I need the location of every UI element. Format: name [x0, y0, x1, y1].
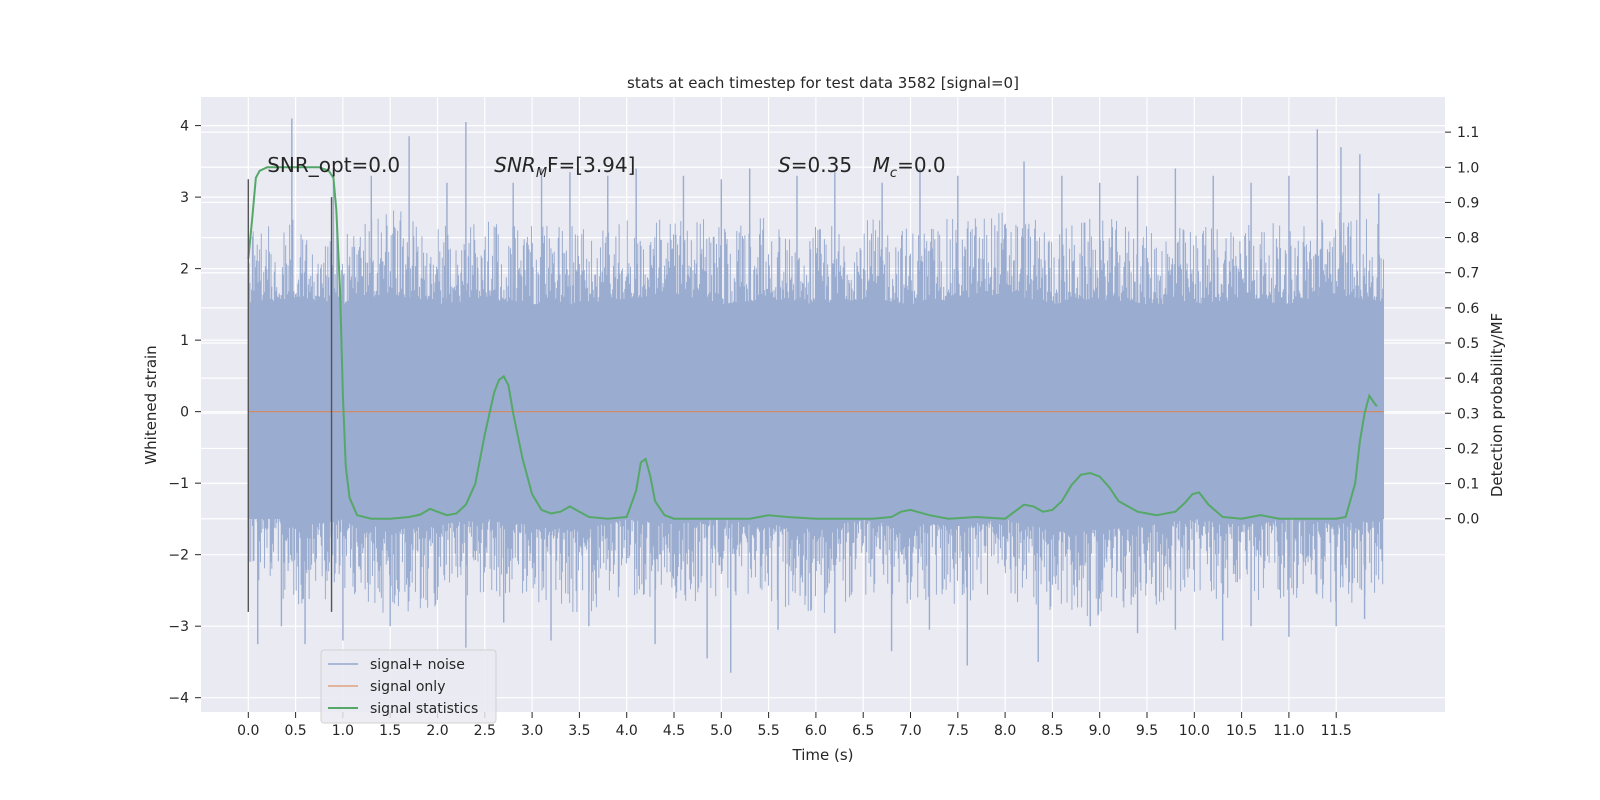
- y-left-tick-label: −3: [168, 619, 189, 635]
- y-right-tick-label: 0.3: [1457, 406, 1479, 422]
- y-right-tick-label: 0.1: [1457, 477, 1479, 493]
- x-tick-label: 8.0: [994, 723, 1016, 739]
- y-left-tick-label: 4: [180, 119, 189, 135]
- y-left-tick-label: −1: [168, 476, 189, 492]
- y-left-tick-label: 3: [180, 190, 189, 206]
- x-tick-label: 9.0: [1089, 723, 1111, 739]
- x-axis-label: Time (s): [792, 746, 854, 764]
- x-tick-label: 11.5: [1321, 723, 1352, 739]
- x-tick-label: 10.0: [1179, 723, 1210, 739]
- x-tick-label: 10.5: [1226, 723, 1257, 739]
- y-right-tick-label: 1.0: [1457, 160, 1479, 176]
- x-tick-label: 1.0: [332, 723, 354, 739]
- y-right-tick-label: 1.1: [1457, 125, 1479, 141]
- y-axis-right-label: Detection probability/MF: [1488, 313, 1506, 497]
- y-left-tick-label: 0: [180, 405, 189, 421]
- y-left-tick-label: 1: [180, 333, 189, 349]
- x-axis: 0.0 0.5 1.0 1.5 2.0 2.5 3.0 3.5 4.0 4.5 5.0 5.5 6.0 6…: [237, 712, 1352, 739]
- annotation-text: Mc=0.0: [873, 153, 946, 181]
- x-tick-label: 11.0: [1273, 723, 1304, 739]
- x-tick-label: 3.0: [521, 723, 543, 739]
- y-right-tick-label: 0.5: [1457, 336, 1479, 352]
- annotation-text: SNR_opt=0.0: [267, 153, 400, 177]
- legend-label-signal-only: signal only: [370, 679, 445, 695]
- x-tick-label: 3.5: [568, 723, 590, 739]
- y-right-tick-label: 0.4: [1457, 371, 1479, 387]
- y-left-tick-label: 2: [180, 262, 189, 278]
- x-tick-label: 6.0: [805, 723, 827, 739]
- y-left-tick-label: −4: [168, 691, 189, 707]
- x-tick-label: 7.5: [947, 723, 969, 739]
- x-tick-label: 2.5: [474, 723, 496, 739]
- legend-box: [320, 649, 497, 724]
- x-tick-label: 5.0: [710, 723, 732, 739]
- x-tick-label: 8.5: [1041, 723, 1063, 739]
- x-tick-label: 1.5: [379, 723, 401, 739]
- y-right-tick-label: 0.6: [1457, 301, 1479, 317]
- y-right-tick-label: 0.7: [1457, 266, 1479, 282]
- x-tick-label: 9.5: [1136, 723, 1158, 739]
- noise-spikes: [257, 118, 1380, 673]
- x-tick-label: 6.5: [852, 723, 874, 739]
- y-right-tick-label: 0.9: [1457, 195, 1479, 211]
- annotation-text: S=0.35: [778, 153, 852, 177]
- x-tick-label: 4.0: [616, 723, 638, 739]
- signal-statistics-line: [247, 166, 1378, 520]
- legend-label-signal-noise: signal+ noise: [370, 657, 465, 673]
- legend: signal+ noise signal only signal statist…: [320, 649, 497, 724]
- x-tick-label: 0.0: [237, 723, 259, 739]
- y-right-tick-label: 0.0: [1457, 512, 1479, 528]
- x-tick-label: 0.5: [284, 723, 306, 739]
- y-axis-right: 0.0 0.1 0.2 0.3 0.4 0.5 0.6 0.7 0.8 0.9 1.0 1.1: [1445, 125, 1479, 528]
- annotation-text: SNRMF=[3.94]: [494, 153, 635, 181]
- y-right-tick-label: 0.2: [1457, 441, 1479, 457]
- x-tick-label: 2.0: [426, 723, 448, 739]
- marker-lines: [247, 179, 333, 612]
- y-axis-left: −4 −3 −2 −1 0 1 2 3 4: [168, 119, 201, 707]
- annotations: SNR_opt=0.0 SNRMF=[3.94] S=0.35 Mc=0.0: [267, 153, 945, 181]
- x-tick-label: 5.5: [757, 723, 779, 739]
- y-axis-left-label: Whitened strain: [142, 345, 160, 464]
- x-tick-label: 7.0: [899, 723, 921, 739]
- signal-noise-trace: [247, 118, 1385, 673]
- legend-label-signal-statistics: signal statistics: [370, 701, 478, 717]
- y-left-tick-label: −2: [168, 548, 189, 564]
- series-layer: [247, 166, 1384, 520]
- chart-title: stats at each timestep for test data 358…: [627, 74, 1019, 92]
- x-tick-label: 4.5: [663, 723, 685, 739]
- y-right-tick-label: 0.8: [1457, 231, 1479, 247]
